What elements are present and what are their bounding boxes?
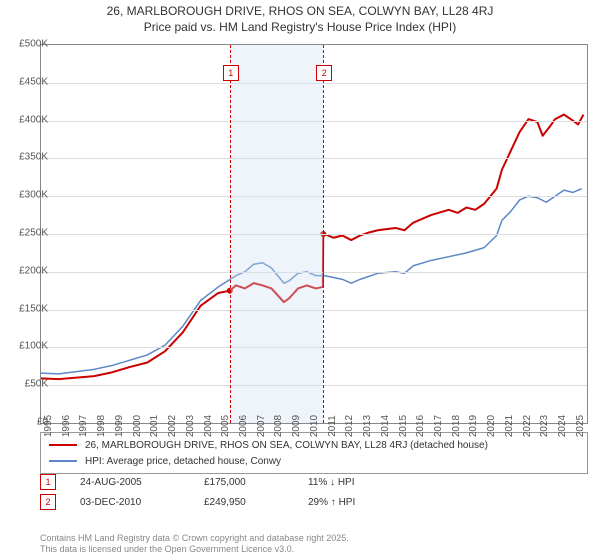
y-axis-label: £500K bbox=[8, 39, 48, 50]
chart-container: 26, MARLBOROUGH DRIVE, RHOS ON SEA, COLW… bbox=[0, 0, 600, 560]
legend: 26, MARLBOROUGH DRIVE, RHOS ON SEA, COLW… bbox=[40, 432, 588, 474]
sale-row: 1 24-AUG-2005 £175,000 11% ↓ HPI bbox=[40, 472, 588, 492]
x-axis-label: 1998 bbox=[96, 415, 107, 437]
sale-marker-1: 1 bbox=[40, 474, 56, 490]
sale-price: £249,950 bbox=[204, 497, 284, 508]
legend-row-hpi: HPI: Average price, detached house, Conw… bbox=[49, 453, 579, 469]
footer: Contains HM Land Registry data © Crown c… bbox=[40, 533, 588, 556]
x-axis-label: 2013 bbox=[362, 415, 373, 437]
legend-swatch-hpi bbox=[49, 460, 77, 462]
y-axis-label: £300K bbox=[8, 190, 48, 201]
sales-table: 1 24-AUG-2005 £175,000 11% ↓ HPI 2 03-DE… bbox=[40, 472, 588, 512]
x-axis-label: 2014 bbox=[380, 415, 391, 437]
title-line2: Price paid vs. HM Land Registry's House … bbox=[0, 20, 600, 34]
x-axis-label: 2002 bbox=[167, 415, 178, 437]
x-axis-label: 2011 bbox=[327, 415, 338, 437]
x-axis-label: 2021 bbox=[504, 415, 515, 437]
footer-line2: This data is licensed under the Open Gov… bbox=[40, 544, 588, 556]
y-axis-label: £400K bbox=[8, 114, 48, 125]
x-axis-label: 1996 bbox=[61, 415, 72, 437]
x-axis-label: 2022 bbox=[522, 415, 533, 437]
legend-label-hpi: HPI: Average price, detached house, Conw… bbox=[85, 456, 281, 467]
title-line1: 26, MARLBOROUGH DRIVE, RHOS ON SEA, COLW… bbox=[0, 4, 600, 18]
x-axis-label: 2004 bbox=[203, 415, 214, 437]
sale-marker-2: 2 bbox=[40, 494, 56, 510]
x-axis-label: 2005 bbox=[220, 415, 231, 437]
sale-date: 03-DEC-2010 bbox=[80, 497, 180, 508]
legend-label-price-paid: 26, MARLBOROUGH DRIVE, RHOS ON SEA, COLW… bbox=[85, 440, 488, 451]
x-axis-label: 1999 bbox=[114, 415, 125, 437]
title-block: 26, MARLBOROUGH DRIVE, RHOS ON SEA, COLW… bbox=[0, 0, 600, 34]
x-axis-label: 2001 bbox=[149, 415, 160, 437]
x-axis-label: 2023 bbox=[539, 415, 550, 437]
x-axis-label: 2018 bbox=[451, 415, 462, 437]
x-axis-label: 2019 bbox=[468, 415, 479, 437]
legend-swatch-price-paid bbox=[49, 444, 77, 446]
sale-delta: 11% ↓ HPI bbox=[308, 477, 355, 488]
sale-delta: 29% ↑ HPI bbox=[308, 497, 355, 508]
footer-line1: Contains HM Land Registry data © Crown c… bbox=[40, 533, 588, 545]
chart-marker-2: 2 bbox=[316, 65, 332, 81]
x-axis-label: 2010 bbox=[309, 415, 320, 437]
x-axis-label: 2008 bbox=[273, 415, 284, 437]
y-axis-label: £200K bbox=[8, 265, 48, 276]
sale-date: 24-AUG-2005 bbox=[80, 477, 180, 488]
x-axis-label: 2025 bbox=[575, 415, 586, 437]
x-axis-label: 2016 bbox=[415, 415, 426, 437]
chart-area: 12 bbox=[40, 44, 588, 424]
y-axis-label: £450K bbox=[8, 76, 48, 87]
sale-row: 2 03-DEC-2010 £249,950 29% ↑ HPI bbox=[40, 492, 588, 512]
sale-price: £175,000 bbox=[204, 477, 284, 488]
x-axis-label: 1995 bbox=[43, 415, 54, 437]
y-axis-label: £50K bbox=[8, 379, 48, 390]
x-axis-label: 2003 bbox=[185, 415, 196, 437]
x-axis-label: 1997 bbox=[78, 415, 89, 437]
x-axis-label: 2006 bbox=[238, 415, 249, 437]
x-axis-label: 2012 bbox=[344, 415, 355, 437]
x-axis-label: 2017 bbox=[433, 415, 444, 437]
x-axis-label: 2000 bbox=[132, 415, 143, 437]
y-axis-label: £350K bbox=[8, 152, 48, 163]
x-axis-label: 2009 bbox=[291, 415, 302, 437]
y-axis-label: £250K bbox=[8, 228, 48, 239]
x-axis-label: 2024 bbox=[557, 415, 568, 437]
y-axis-label: £150K bbox=[8, 303, 48, 314]
y-axis-label: £0 bbox=[8, 417, 48, 428]
x-axis-label: 2007 bbox=[256, 415, 267, 437]
x-axis-label: 2020 bbox=[486, 415, 497, 437]
legend-row-price-paid: 26, MARLBOROUGH DRIVE, RHOS ON SEA, COLW… bbox=[49, 437, 579, 453]
x-axis-label: 2015 bbox=[398, 415, 409, 437]
y-axis-label: £100K bbox=[8, 341, 48, 352]
chart-marker-1: 1 bbox=[223, 65, 239, 81]
